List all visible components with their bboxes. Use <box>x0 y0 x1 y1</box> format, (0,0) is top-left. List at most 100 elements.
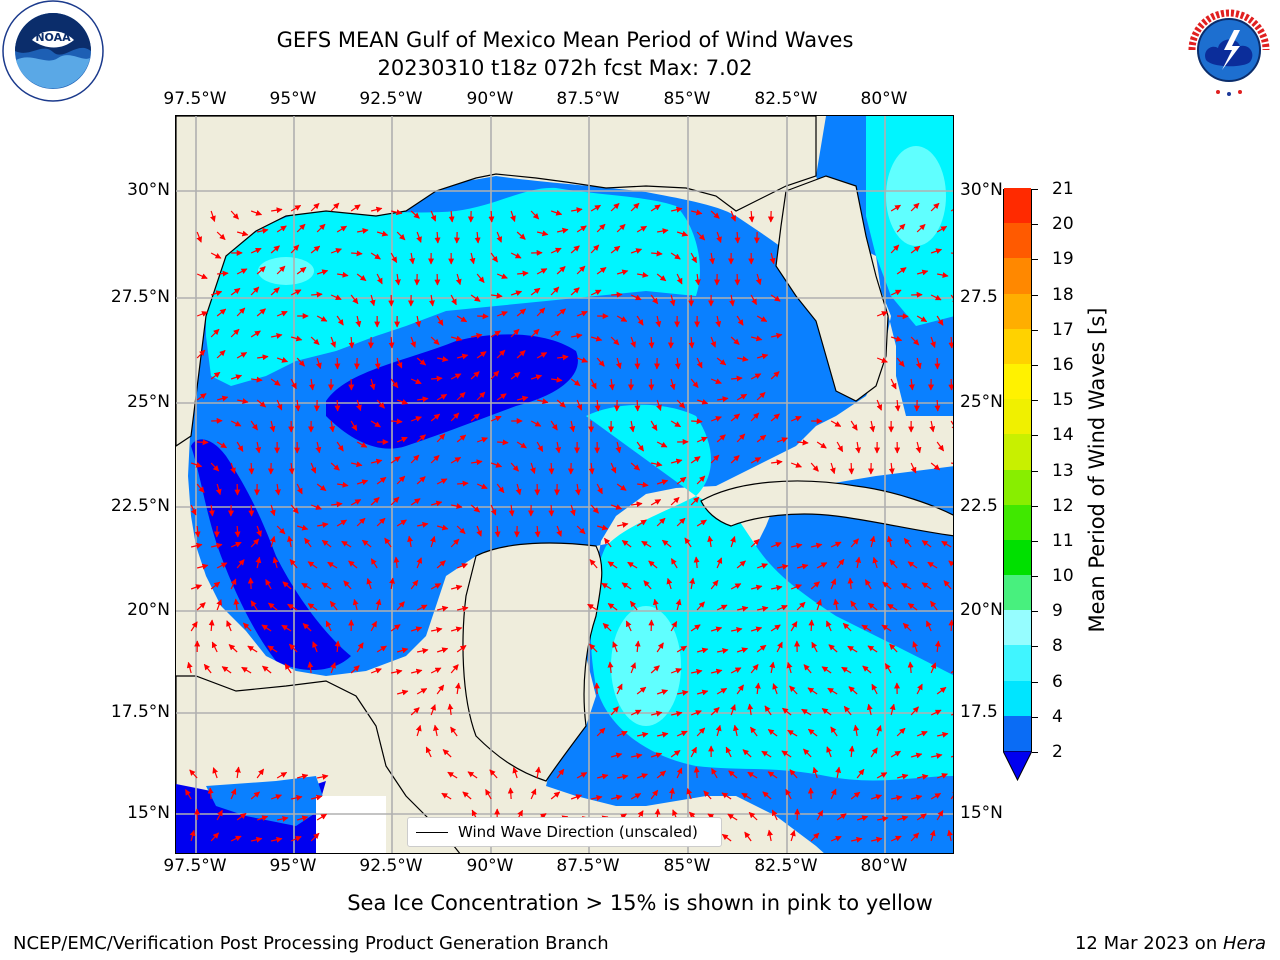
wind-arrow <box>636 519 647 527</box>
wind-arrow <box>610 202 620 212</box>
wind-arrow <box>451 503 463 510</box>
wind-arrow <box>356 399 362 412</box>
wind-arrow <box>282 581 292 590</box>
colorbar-segment <box>1004 610 1031 646</box>
wind-arrow <box>257 227 269 234</box>
colorbar-tick-label: 12 <box>1052 495 1074 516</box>
wind-arrow <box>287 535 293 548</box>
wind-arrow <box>826 746 832 758</box>
wind-arrow <box>717 396 729 403</box>
colorbar-tick-mark <box>1032 329 1038 331</box>
wind-arrow <box>351 461 363 468</box>
lon-label-bottom: 92.5°W <box>359 856 423 876</box>
wind-arrow <box>496 231 503 243</box>
florida <box>775 175 889 402</box>
wind-arrow <box>842 622 852 632</box>
wind-arrow <box>551 376 563 383</box>
wind-arrow <box>331 501 343 508</box>
wind-arrow <box>750 538 760 548</box>
wind-arrow <box>370 668 382 674</box>
wind-arrow <box>821 708 832 716</box>
wind-arrow <box>417 396 429 403</box>
wind-arrow <box>494 525 501 538</box>
wind-arrow <box>590 244 600 254</box>
wind-arrow <box>390 378 399 389</box>
wind-arrow <box>648 336 655 349</box>
wind-arrow <box>288 462 295 475</box>
wind-arrow <box>190 584 203 590</box>
wind-arrow <box>810 581 820 590</box>
wind-arrow <box>210 252 222 259</box>
lon-label-bottom: 80°W <box>860 856 908 876</box>
wind-arrow <box>576 525 586 535</box>
wind-arrow <box>890 289 902 296</box>
wind-arrow <box>604 537 612 548</box>
wind-arrow <box>675 598 682 611</box>
wind-arrow <box>767 829 773 842</box>
wind-arrow <box>811 542 823 549</box>
lon-label-bottom: 82.5°W <box>754 856 818 876</box>
wind-arrow <box>876 311 888 317</box>
wind-arrow <box>710 707 720 716</box>
wind-arrow <box>290 335 303 342</box>
colorbar-segment <box>1004 504 1031 540</box>
wind-arrow <box>693 556 700 569</box>
colorbar-segment <box>1004 645 1031 681</box>
wind-arrow <box>416 434 426 443</box>
wind-arrow <box>337 271 349 278</box>
wind-arrow <box>841 666 852 674</box>
wind-arrow <box>390 252 398 264</box>
wind-arrow <box>510 252 522 259</box>
wind-arrow <box>651 461 663 468</box>
wind-arrow <box>330 662 336 674</box>
wind-arrow <box>196 311 208 317</box>
noaa-logo: NOAA <box>2 0 104 102</box>
wind-arrow <box>384 537 392 548</box>
wind-arrow <box>241 666 252 674</box>
wind-arrow <box>707 535 714 548</box>
wind-arrow <box>491 292 503 299</box>
lon-label-top: 97.5°W <box>163 89 227 109</box>
wind-arrow <box>490 462 503 468</box>
wind-arrow <box>530 788 537 800</box>
wind-arrow <box>696 398 709 405</box>
wind-arrow <box>864 579 872 590</box>
wind-arrow <box>829 462 836 475</box>
wind-arrow <box>336 315 344 326</box>
wind-arrow <box>684 537 692 548</box>
wind-arrow <box>756 434 767 443</box>
wind-arrow <box>850 600 858 611</box>
colorbar-tick-mark <box>1032 259 1038 261</box>
wind-arrow <box>269 420 276 433</box>
wind-arrow <box>776 605 788 611</box>
wind-arrow <box>901 582 912 590</box>
wind-arrow <box>512 767 519 779</box>
wind-arrow <box>656 642 664 653</box>
wind-arrow <box>650 665 660 674</box>
wind-arrow <box>688 336 695 349</box>
wind-arrow <box>284 663 292 674</box>
wind-arrow <box>276 310 288 317</box>
lat-label-left: 25°N <box>127 392 170 412</box>
wind-arrow <box>237 398 249 405</box>
colorbar-tick-mark <box>1032 681 1038 683</box>
wind-arrow <box>607 603 618 611</box>
wind-arrow <box>670 420 682 428</box>
cyan-north-shelf <box>206 187 700 386</box>
wind-arrow <box>786 661 793 674</box>
wind-arrow <box>210 371 221 380</box>
wind-arrow <box>436 524 449 531</box>
lon-label-top: 87.5°W <box>556 89 620 109</box>
wind-arrow <box>343 580 352 590</box>
wind-arrow <box>855 441 862 454</box>
wind-arrow <box>721 792 732 800</box>
wind-arrow <box>270 245 280 254</box>
wind-arrow <box>947 829 953 842</box>
wind-arrow <box>430 583 442 590</box>
wind-arrow <box>770 413 780 422</box>
wind-arrow <box>436 478 448 485</box>
wind-arrow <box>850 791 861 800</box>
wind-arrow <box>636 773 648 779</box>
wind-arrow <box>396 689 409 696</box>
wind-arrow <box>430 500 443 507</box>
